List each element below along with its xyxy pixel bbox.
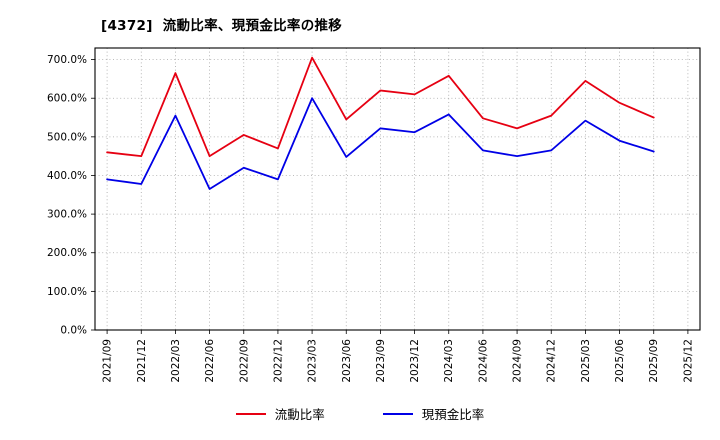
x-tick-label: 2024/03 [443,339,455,383]
x-tick-label: 2022/09 [238,339,250,383]
x-tick-label: 2022/12 [272,339,284,383]
legend-item-0: 流動比率 [235,404,325,423]
x-tick-label: 2021/12 [136,339,148,383]
y-tick-label: 700.0% [47,54,87,66]
series-line-0 [106,56,655,158]
y-tick-label: 400.0% [47,170,87,182]
x-tick-label: 2021/09 [102,339,114,383]
x-tick-label: 2025/03 [580,339,592,383]
legend-label-0: 流動比率 [274,407,325,422]
x-tick-label: 2022/06 [204,339,216,383]
x-tick-label: 2024/06 [477,339,489,383]
y-tick-label: 200.0% [47,247,87,259]
line-chart: 2021/09 2021/12 2022/03 2022/06 2022/09 2022/… [47,47,701,383]
y-tick-label: 0.0% [60,325,87,337]
x-tick-label: 2022/03 [170,339,182,383]
x-tick-label: 2025/09 [648,339,660,383]
legend-line-swatch-1 [382,412,413,415]
x-tick-label: 2024/09 [512,339,524,383]
x-tick-label: 2023/12 [409,339,421,383]
x-tick-label: 2023/03 [307,339,319,383]
legend-line-swatch-0 [235,412,266,415]
plot-border [94,47,701,331]
series-line-1 [106,97,655,190]
x-tick-label: 2023/06 [341,339,353,383]
x-tick-label: 2025/06 [614,339,626,383]
legend-item-1: 現預金比率 [382,404,485,423]
chart-title: [4372] 流動比率、現預金比率の推移 [101,18,343,34]
x-tick-label: 2024/12 [546,339,558,383]
y-tick-label: 300.0% [47,209,87,221]
y-tick-label: 100.0% [47,286,87,298]
legend-label-1: 現預金比率 [421,407,485,422]
y-tick-label: 500.0% [47,131,87,143]
chart-legend: 流動比率 現預金比率 [0,404,720,423]
x-tick-label: 2023/09 [375,339,387,383]
y-tick-label: 600.0% [47,93,87,105]
x-tick-label: 2025/12 [682,339,694,383]
